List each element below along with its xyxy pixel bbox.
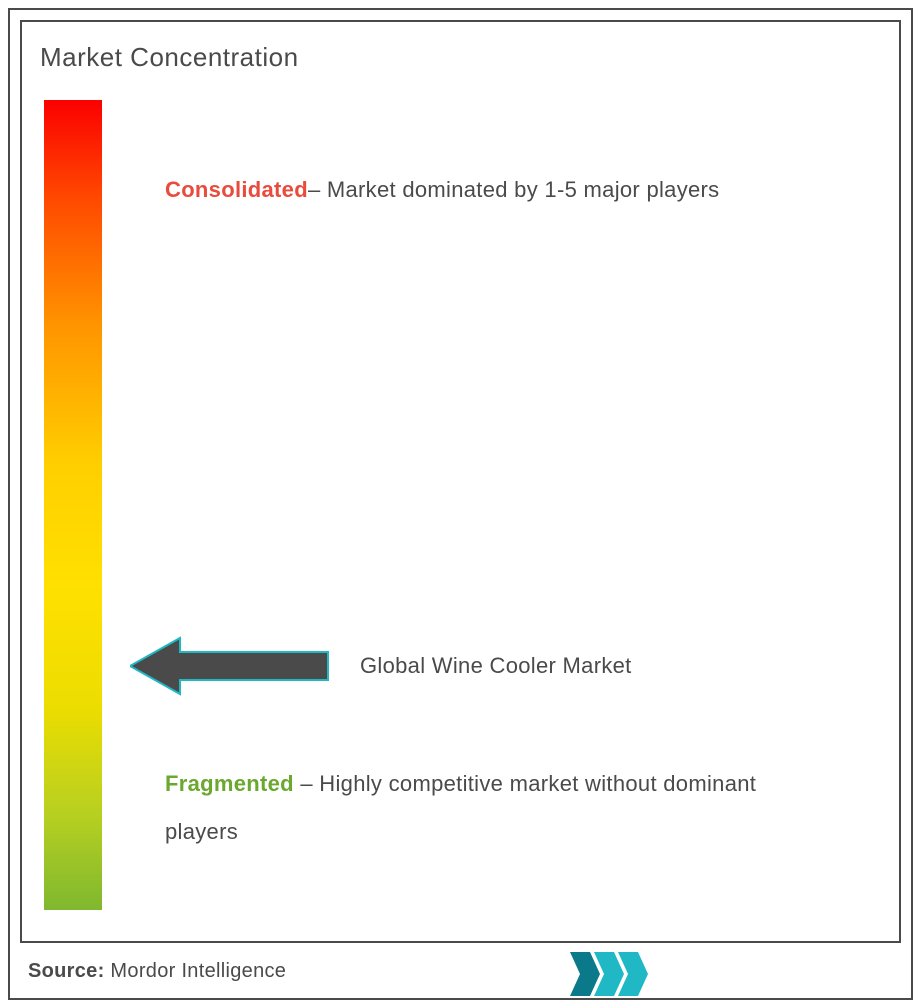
fragmented-label: Fragmented <box>165 771 294 796</box>
source-label: Source: <box>28 960 105 982</box>
source-attribution: Source: Mordor Intelligence <box>28 960 286 983</box>
consolidated-description: – Market dominated by 1-5 major players <box>308 177 720 202</box>
fragmented-description-2: players <box>165 819 238 844</box>
market-indicator: Global Wine Cooler Market <box>130 636 632 696</box>
consolidated-label: Consolidated <box>165 177 308 202</box>
market-name-label: Global Wine Cooler Market <box>360 653 632 679</box>
fragmented-description-1: – Highly competitive market without domi… <box>294 771 756 796</box>
consolidated-text: Consolidated– Market dominated by 1-5 ma… <box>165 172 865 207</box>
fragmented-text: Fragmented – Highly competitive market w… <box>165 760 865 857</box>
concentration-gradient-bar <box>44 100 102 910</box>
source-value: Mordor Intelligence <box>105 960 287 982</box>
arrow-left-icon <box>130 636 330 696</box>
mordor-logo-icon <box>570 952 650 996</box>
chart-title: Market Concentration <box>40 42 299 73</box>
